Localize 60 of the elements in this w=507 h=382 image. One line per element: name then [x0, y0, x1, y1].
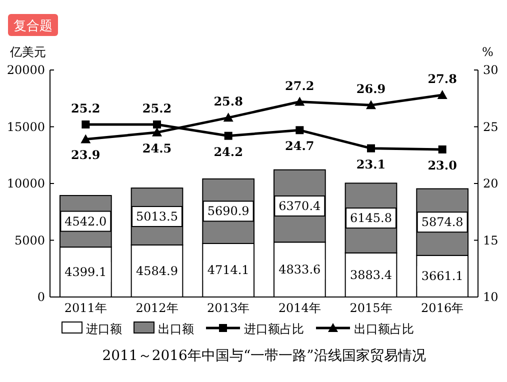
data-label: 5874.8 [421, 215, 464, 230]
y-tick-label: 10000 [6, 176, 45, 190]
data-label: 4542.0 [64, 214, 107, 228]
point [224, 132, 232, 140]
x-tick-label: 2012年 [136, 301, 178, 315]
point [80, 134, 91, 144]
data-label: 5013.5 [136, 210, 178, 224]
legend-label: 出口额占比 [354, 322, 414, 336]
y-tick-label: 5000 [14, 233, 45, 248]
x-tick-label: 2015年 [350, 301, 392, 315]
point [296, 126, 304, 134]
data-label: 23.9 [71, 148, 100, 162]
y-tick-label: 15000 [6, 120, 45, 134]
data-label: 3661.1 [421, 269, 464, 284]
y-tick-label: 0 [37, 290, 45, 304]
data-label: 24.2 [214, 144, 243, 159]
data-label: 24.5 [142, 141, 172, 156]
data-label: 5690.9 [207, 204, 250, 218]
y2-tick-label: 10 [483, 290, 498, 304]
data-label: 27.8 [428, 72, 457, 86]
point [438, 145, 446, 154]
text: 2011～2016年中国与“一带一路”沿线国家贸易情况 [102, 348, 426, 364]
data-label: 3883.4 [350, 268, 392, 282]
x-tick-label: 2016年 [421, 301, 464, 315]
data-label: 4584.9 [136, 264, 178, 278]
data-label: 25.2 [71, 101, 100, 116]
data-label: 23.0 [428, 158, 457, 172]
data-label: 6145.8 [350, 211, 392, 226]
point [437, 90, 448, 99]
point [223, 112, 234, 122]
legend-label: 进口额占比 [244, 322, 304, 336]
y2-tick-label: 25 [483, 120, 498, 134]
data-label: 4714.1 [207, 263, 250, 278]
y2-tick-label: 15 [483, 233, 498, 248]
point [152, 127, 162, 136]
data-label: 26.9 [356, 82, 386, 96]
point [153, 120, 161, 128]
point [366, 100, 376, 110]
data-label: 25.2 [142, 101, 172, 116]
y2-tick-label: 20 [483, 176, 498, 190]
data-label: 25.8 [214, 94, 243, 109]
legend-label: 进口额 [86, 322, 122, 336]
x-tick-label: 2013年 [207, 301, 250, 315]
data-label: 4833.6 [278, 262, 321, 277]
y2-tick-label: 30 [483, 63, 498, 77]
x-tick-label: 2011年 [64, 301, 107, 315]
point [367, 144, 375, 152]
data-label: 27.2 [285, 78, 314, 93]
legend-label: 出口额 [158, 322, 194, 336]
data-label: 6370.4 [278, 198, 322, 213]
y2-axis-title: % [482, 45, 494, 59]
x-tick-label: 2014年 [278, 301, 321, 315]
data-label: 4399.1 [64, 265, 107, 280]
data-label: 23.1 [356, 157, 386, 172]
y-tick-label: 20000 [6, 63, 45, 77]
data-label: 24.7 [285, 139, 314, 154]
point [294, 96, 305, 106]
point [82, 120, 90, 128]
text: 复合题 [14, 19, 52, 34]
y-axis-title: 亿美元 [9, 45, 46, 59]
